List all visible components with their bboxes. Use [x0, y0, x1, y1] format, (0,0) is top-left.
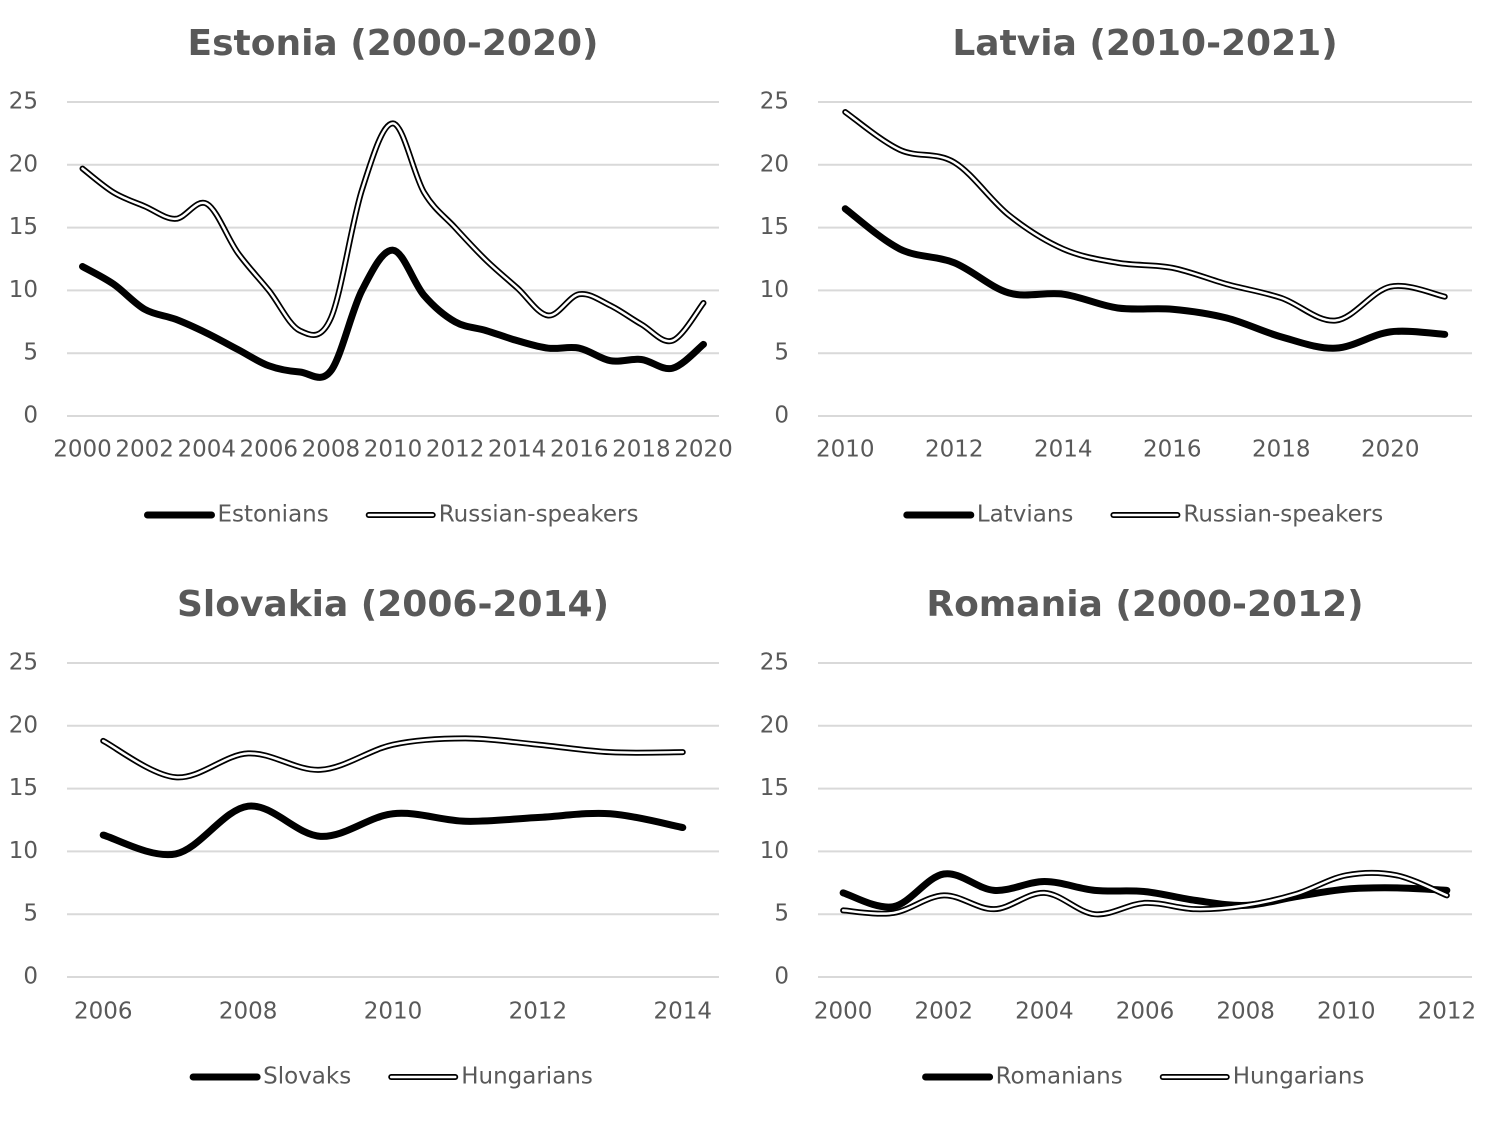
legend: Romanians Hungarians — [922, 1064, 1365, 1090]
x-tick-label: 2012 — [1418, 999, 1477, 1025]
legend-item: Romanians — [922, 1064, 1123, 1090]
y-tick-label: 5 — [23, 340, 38, 366]
y-tick-label: 25 — [760, 650, 789, 676]
chart-panel: Slovakia (2006-2014) 0 5 10 15 20 25 2006 2008 20… — [9, 584, 719, 1090]
x-tick-label: 2006 — [1116, 999, 1175, 1025]
y-tick-label: 15 — [9, 214, 38, 240]
x-tick-label: 2014 — [1034, 437, 1093, 463]
x-tick-label: 2016 — [1143, 437, 1202, 463]
legend: Latvians Russian-speakers — [903, 502, 1383, 528]
legend-label: Russian-speakers — [1183, 502, 1383, 528]
x-tick-label: 2006 — [240, 437, 299, 463]
chart-title: Slovakia (2006-2014) — [177, 584, 609, 625]
y-tick-label: 20 — [9, 712, 38, 738]
x-tick-label: 2014 — [488, 437, 547, 463]
y-tick-label: 15 — [9, 775, 38, 801]
legend-item: Russian-speakers — [1110, 502, 1383, 528]
series-line — [79, 246, 707, 381]
x-tick-label: 2012 — [426, 437, 485, 463]
x-tick-label: 2006 — [74, 999, 133, 1025]
series-line-inner — [841, 871, 1449, 916]
y-tick-label: 0 — [23, 403, 38, 429]
legend-label: Russian-speakers — [439, 502, 639, 528]
y-tick-label: 25 — [760, 89, 789, 115]
legend: Slovaks Hungarians — [189, 1064, 593, 1090]
y-tick-label: 10 — [9, 838, 38, 864]
legend-item: Hungarians — [388, 1064, 593, 1090]
chart-title: Romania (2000-2012) — [926, 584, 1363, 625]
y-tick-label: 20 — [760, 712, 789, 738]
y-tick-label: 10 — [760, 277, 789, 303]
series-line-inner — [81, 122, 705, 343]
legend-label: Latvians — [977, 502, 1074, 528]
chart-panel: Latvia (2010-2021) 0 5 10 15 20 25 2010 2012 2014… — [760, 23, 1472, 528]
series-line — [99, 802, 687, 859]
y-tick-label: 15 — [760, 214, 789, 240]
x-tick-label: 2016 — [550, 437, 609, 463]
legend-label: Hungarians — [1233, 1064, 1365, 1090]
series-line — [839, 870, 1451, 911]
y-tick-label: 25 — [9, 89, 38, 115]
chart-title: Latvia (2010-2021) — [952, 23, 1337, 64]
series-line-inner — [844, 110, 1446, 322]
y-tick-label: 5 — [774, 901, 789, 927]
x-tick-label: 2020 — [674, 437, 733, 463]
x-tick-label: 2010 — [364, 437, 423, 463]
legend-label: Hungarians — [461, 1064, 593, 1090]
x-tick-label: 2018 — [1252, 437, 1311, 463]
x-tick-label: 2008 — [1216, 999, 1275, 1025]
legend-item: Hungarians — [1159, 1064, 1365, 1090]
series-line-inner — [101, 737, 685, 779]
y-tick-label: 0 — [774, 964, 789, 990]
x-tick-label: 2000 — [53, 437, 112, 463]
legend-label: Slovaks — [263, 1064, 351, 1090]
legend-item: Russian-speakers — [365, 502, 639, 528]
series-line — [842, 109, 1448, 324]
y-tick-label: 25 — [9, 650, 38, 676]
y-tick-label: 15 — [760, 775, 789, 801]
x-tick-label: 2002 — [914, 999, 973, 1025]
legend-label: Estonians — [217, 502, 328, 528]
x-tick-label: 2012 — [925, 437, 984, 463]
legend-label: Romanians — [996, 1064, 1123, 1090]
x-tick-label: 2010 — [364, 999, 423, 1025]
x-tick-label: 2012 — [509, 999, 568, 1025]
x-tick-label: 2020 — [1361, 437, 1420, 463]
x-tick-label: 2010 — [816, 437, 875, 463]
legend: Estonians Russian-speakers — [143, 502, 639, 528]
legend-item: Slovaks — [189, 1064, 351, 1090]
y-tick-label: 5 — [23, 901, 38, 927]
y-tick-label: 10 — [760, 838, 789, 864]
x-tick-label: 2014 — [654, 999, 713, 1025]
series-line — [79, 120, 707, 345]
x-tick-label: 2000 — [814, 999, 873, 1025]
chart-panel: Romania (2000-2012) 0 5 10 15 20 25 2000 2002 200… — [760, 584, 1476, 1090]
y-tick-label: 20 — [9, 151, 38, 177]
series-line — [841, 205, 1449, 352]
y-tick-label: 10 — [9, 277, 38, 303]
x-tick-label: 2010 — [1317, 999, 1376, 1025]
x-tick-label: 2004 — [177, 437, 236, 463]
y-tick-label: 20 — [760, 151, 789, 177]
y-tick-label: 0 — [774, 403, 789, 429]
x-tick-label: 2002 — [115, 437, 174, 463]
legend-item: Estonians — [143, 502, 329, 528]
x-tick-label: 2004 — [1015, 999, 1074, 1025]
legend-item: Latvians — [903, 502, 1074, 528]
x-tick-label: 2018 — [612, 437, 671, 463]
chart-title: Estonia (2000-2020) — [188, 23, 599, 64]
x-tick-label: 2008 — [219, 999, 278, 1025]
y-tick-label: 0 — [23, 964, 38, 990]
x-tick-label: 2008 — [302, 437, 361, 463]
y-tick-label: 5 — [774, 340, 789, 366]
